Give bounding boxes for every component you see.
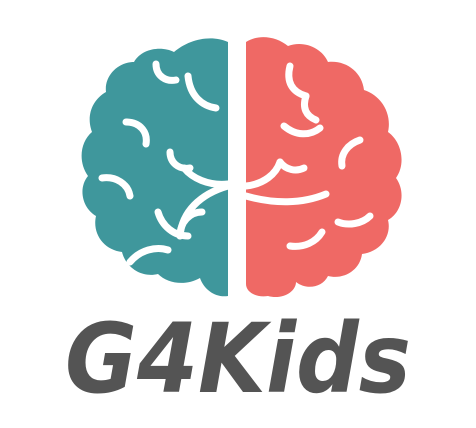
wordmark: G4Kids [65,303,411,410]
left-hemisphere [81,38,228,297]
right-hemisphere [246,37,402,298]
wordmark-text: G4Kids [65,303,411,410]
brain-icon [81,37,402,298]
